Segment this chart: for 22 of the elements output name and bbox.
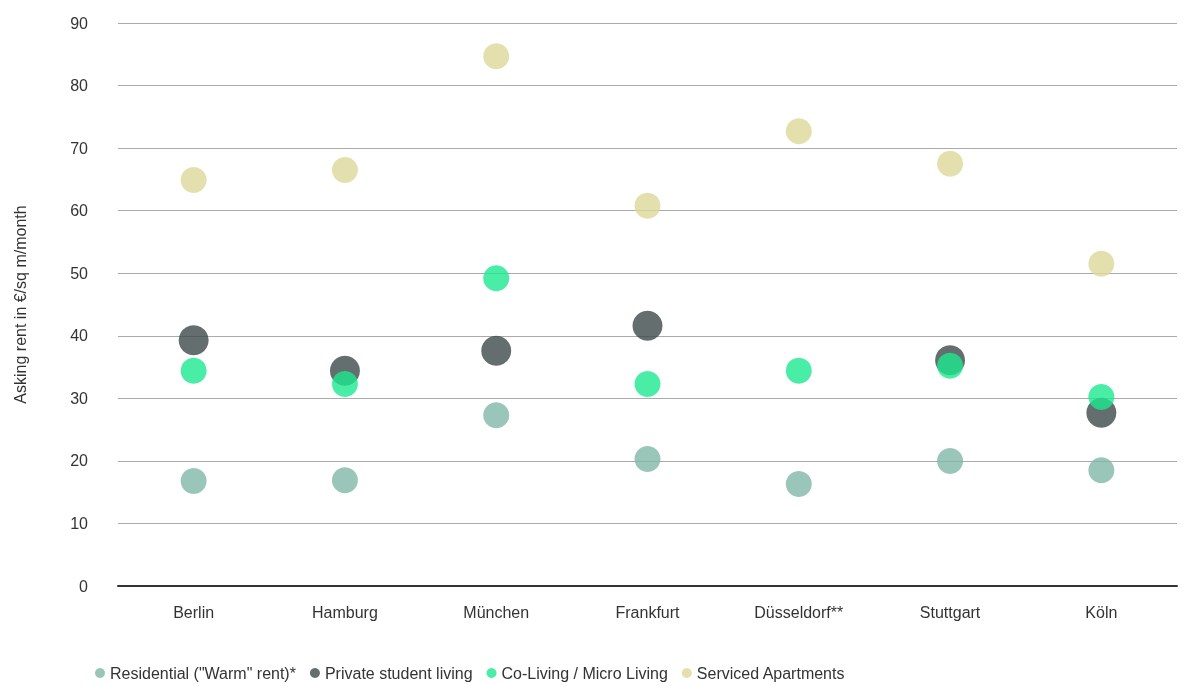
y-tick-label: 10 bbox=[70, 514, 89, 532]
legend-label: Residential ("Warm" rent)* bbox=[110, 664, 296, 682]
y-tick-label: 40 bbox=[70, 327, 89, 345]
x-tick-label: Stuttgart bbox=[919, 603, 981, 621]
x-tick-label: Köln bbox=[1085, 603, 1118, 621]
y-tick-label: 70 bbox=[70, 139, 89, 157]
y-tick-label: 50 bbox=[70, 264, 89, 282]
x-tick-label: Hamburg bbox=[312, 603, 378, 621]
x-tick-label: München bbox=[463, 603, 530, 621]
y-tick-label: 30 bbox=[70, 389, 89, 407]
x-tick-label: Düsseldorf** bbox=[754, 603, 844, 621]
y-tick-label: 60 bbox=[70, 202, 89, 220]
y-axis-title: Asking rent in €/sq m/month bbox=[11, 205, 29, 404]
y-tick-label: 20 bbox=[70, 452, 89, 470]
y-tick-label: 0 bbox=[79, 577, 89, 595]
x-tick-label: Berlin bbox=[173, 603, 215, 621]
y-tick-label: 80 bbox=[70, 77, 89, 95]
legend-label: Co-Living / Micro Living bbox=[501, 664, 668, 682]
x-tick-label: Frankfurt bbox=[615, 603, 681, 621]
legend-label: Private student living bbox=[324, 664, 473, 682]
y-tick-label: 90 bbox=[70, 14, 89, 32]
legend-label: Serviced Apartments bbox=[696, 664, 845, 682]
